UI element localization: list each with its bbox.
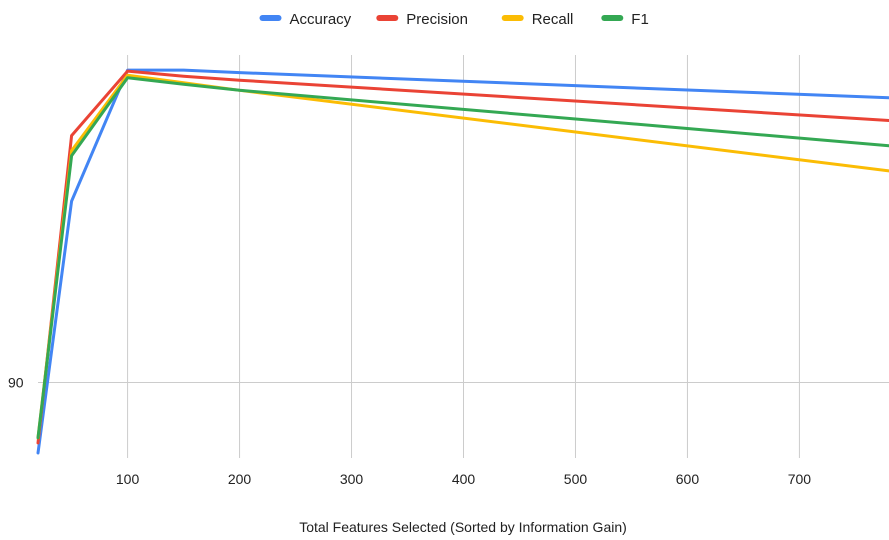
x-tick-label: 600 (676, 471, 700, 487)
legend-swatch-precision (376, 15, 399, 21)
grid (38, 55, 889, 458)
legend-label-recall: Recall (532, 11, 574, 28)
x-tick-label: 400 (452, 471, 476, 487)
x-tick-label: 100 (116, 471, 140, 487)
series-line-accuracy (36, 68, 889, 455)
legend-swatch-recall (501, 15, 524, 21)
x-axis-title: Total Features Selected (Sorted by Infor… (299, 519, 627, 535)
y-axis-ticks: 90 (8, 374, 24, 390)
legend: Accuracy Precision Recall F1 (259, 11, 649, 28)
x-tick-label: 700 (788, 471, 812, 487)
x-tick-label: 300 (340, 471, 364, 487)
legend-label-precision: Precision (406, 11, 468, 28)
y-tick-label: 90 (8, 374, 24, 390)
legend-label-f1: F1 (631, 11, 649, 28)
x-tick-label: 200 (228, 471, 252, 487)
legend-swatch-accuracy (259, 15, 282, 21)
x-axis-ticks: 100 200 300 400 500 600 700 (116, 471, 811, 487)
x-tick-label: 500 (564, 471, 588, 487)
legend-swatch-f1 (601, 15, 624, 21)
series-lines (36, 68, 889, 455)
series-line-f1 (36, 76, 889, 440)
legend-label-accuracy: Accuracy (290, 11, 352, 28)
